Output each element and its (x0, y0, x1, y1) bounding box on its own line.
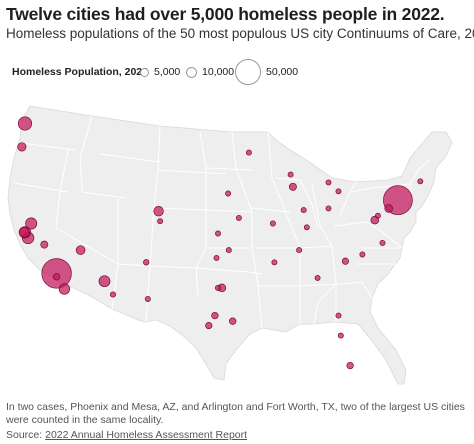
state-border (409, 159, 431, 185)
city-bubble[interactable] (229, 317, 237, 325)
legend-title: Homeless Population, 2022 (12, 66, 148, 78)
city-bubble[interactable] (25, 217, 38, 230)
state-border (313, 283, 337, 325)
city-bubble[interactable] (75, 245, 86, 255)
city-bubble[interactable] (225, 190, 232, 197)
city-bubble[interactable] (335, 312, 342, 319)
city-bubble[interactable] (245, 149, 252, 156)
city-bubble[interactable] (211, 311, 219, 320)
state-border (79, 115, 93, 193)
legend-label: 5,000 (154, 66, 181, 78)
legend-circle-icon (140, 68, 149, 77)
source-line: Source: 2022 Annual Homeless Assessment … (6, 429, 247, 441)
city-bubble[interactable] (52, 273, 61, 281)
state-border (13, 182, 69, 193)
state-border (195, 131, 207, 297)
city-bubble[interactable] (314, 274, 321, 281)
land-layer (7, 105, 453, 385)
city-bubble[interactable] (18, 226, 30, 238)
state-border (99, 153, 161, 163)
city-bubble[interactable] (359, 251, 366, 258)
state-border (81, 191, 127, 199)
city-bubble[interactable] (215, 230, 221, 237)
footnote: In two cases, Phoenix and Mesa, AZ, and … (6, 401, 465, 426)
city-bubble[interactable] (205, 322, 213, 330)
state-border (205, 167, 253, 171)
city-bubble[interactable] (296, 247, 303, 254)
legend-circle-icon (235, 59, 261, 85)
city-bubble[interactable] (379, 239, 386, 246)
state-border (231, 131, 263, 329)
city-bubble[interactable] (269, 220, 276, 227)
state-border (205, 209, 253, 213)
city-bubble[interactable] (300, 207, 307, 214)
chart-subtitle: Homeless populations of the 50 most popu… (6, 26, 474, 41)
state-border (195, 267, 263, 275)
city-bubble[interactable] (157, 218, 164, 225)
city-bubble[interactable] (225, 247, 232, 254)
city-bubble[interactable] (235, 214, 242, 221)
legend-label: 50,000 (266, 66, 299, 78)
state-border (349, 181, 357, 193)
city-bubble[interactable] (346, 361, 354, 370)
source-link[interactable]: 2022 Annual Homeless Assessment Report (45, 429, 248, 441)
city-bubble[interactable] (325, 179, 332, 186)
state-border (311, 183, 337, 322)
size-legend: Homeless Population, 2022 5,000 10,000 5… (6, 58, 466, 88)
city-bubble[interactable] (17, 142, 27, 152)
city-bubble[interactable] (144, 296, 151, 302)
city-bubble[interactable] (335, 188, 342, 195)
state-border (55, 149, 119, 265)
city-bubble[interactable] (271, 259, 278, 266)
state-border (333, 221, 403, 249)
state-border (275, 177, 319, 229)
source-prefix: Source: (6, 429, 46, 441)
city-bubble[interactable] (288, 182, 297, 191)
state-border (251, 207, 291, 213)
us-land-outline (7, 105, 453, 385)
city-bubble[interactable] (337, 332, 344, 339)
state-border (267, 131, 301, 324)
city-bubble[interactable] (325, 205, 332, 212)
city-bubble[interactable] (303, 224, 310, 231)
city-bubble[interactable] (17, 116, 33, 131)
city-bubble[interactable] (109, 291, 117, 298)
state-borders (13, 115, 431, 329)
state-border (157, 169, 227, 175)
state-border (117, 263, 151, 267)
state-border (339, 281, 373, 299)
city-bubble[interactable] (153, 206, 164, 217)
city-bubble[interactable] (417, 178, 424, 185)
city-bubble[interactable] (214, 284, 222, 291)
city-bubble[interactable] (143, 259, 150, 266)
legend-label: 10,000 (202, 66, 235, 78)
city-bubble[interactable] (374, 212, 381, 219)
city-bubble[interactable] (213, 254, 220, 261)
bubble-layer (17, 116, 424, 370)
chart-title: Twelve cities had over 5,000 homeless pe… (6, 4, 445, 24)
legend-circle-icon (186, 67, 197, 78)
city-bubble[interactable] (40, 240, 49, 249)
state-border (149, 265, 197, 269)
city-bubble[interactable] (98, 275, 111, 288)
city-bubble[interactable] (58, 283, 71, 295)
city-bubble[interactable] (341, 257, 349, 265)
us-map (0, 88, 474, 398)
city-bubble[interactable] (384, 204, 393, 213)
city-bubble[interactable] (287, 171, 294, 178)
state-border (19, 142, 76, 151)
us-map-svg (7, 105, 453, 385)
